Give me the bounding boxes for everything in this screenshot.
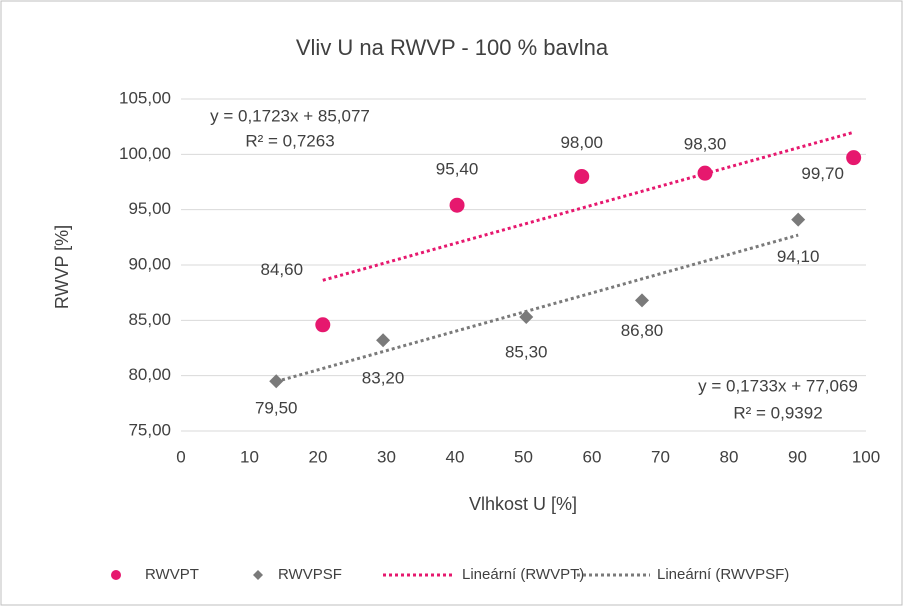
legend-label: RWVPSF — [278, 566, 342, 583]
data-point — [697, 165, 713, 181]
y-tick-label: 80,00 — [128, 365, 171, 384]
legend-marker — [111, 570, 121, 580]
y-tick-label: 100,00 — [119, 144, 171, 163]
data-label: 86,80 — [621, 321, 664, 340]
data-point — [574, 168, 590, 184]
trend-equation: y = 0,1733x + 77,069 — [698, 376, 858, 395]
data-label: 98,00 — [560, 133, 603, 152]
data-point — [449, 197, 465, 213]
y-axis-title: RWVP [%] — [52, 225, 72, 309]
chart-title: Vliv U na RWVP - 100 % bavlna — [296, 35, 609, 60]
data-label: 85,30 — [505, 342, 548, 361]
data-label: 98,30 — [684, 135, 727, 154]
x-tick-label: 70 — [651, 447, 670, 466]
x-tick-label: 20 — [309, 447, 328, 466]
y-tick-label: 95,00 — [128, 199, 171, 218]
x-tick-label: 10 — [240, 447, 259, 466]
x-tick-label: 80 — [720, 447, 739, 466]
data-label: 95,40 — [436, 160, 479, 179]
data-point — [791, 212, 806, 227]
x-tick-label: 100 — [852, 447, 880, 466]
data-point — [269, 374, 284, 389]
trendline — [275, 233, 799, 384]
data-label: 94,10 — [777, 247, 820, 266]
y-tick-label: 105,00 — [119, 88, 171, 107]
trend-equation: y = 0,1723x + 85,077 — [210, 106, 370, 125]
x-tick-label: 40 — [446, 447, 465, 466]
legend-label: Lineární (RWVPT) — [462, 566, 584, 583]
trend-r2: R² = 0,9392 — [733, 403, 822, 422]
legend-label: Lineární (RWVPSF) — [657, 566, 789, 583]
data-label: 99,70 — [801, 164, 844, 183]
trendline — [322, 130, 855, 282]
data-point — [846, 150, 862, 166]
x-tick-label: 0 — [176, 447, 185, 466]
x-tick-label: 90 — [788, 447, 807, 466]
legend-marker — [253, 570, 263, 580]
x-tick-label: 30 — [377, 447, 396, 466]
y-tick-label: 85,00 — [128, 310, 171, 329]
data-point — [376, 333, 391, 348]
y-tick-label: 75,00 — [128, 420, 171, 439]
y-tick-label: 90,00 — [128, 254, 171, 273]
legend-label: RWVPT — [145, 566, 199, 583]
x-tick-label: 50 — [514, 447, 533, 466]
x-axis-title: Vlhkost U [%] — [469, 494, 577, 514]
data-label: 83,20 — [362, 369, 405, 388]
data-point — [635, 293, 650, 308]
trend-r2: R² = 0,7263 — [245, 131, 334, 150]
data-label: 79,50 — [255, 399, 298, 418]
x-tick-label: 60 — [583, 447, 602, 466]
data-point — [519, 310, 534, 325]
data-label: 84,60 — [261, 260, 304, 279]
data-point — [315, 317, 331, 333]
